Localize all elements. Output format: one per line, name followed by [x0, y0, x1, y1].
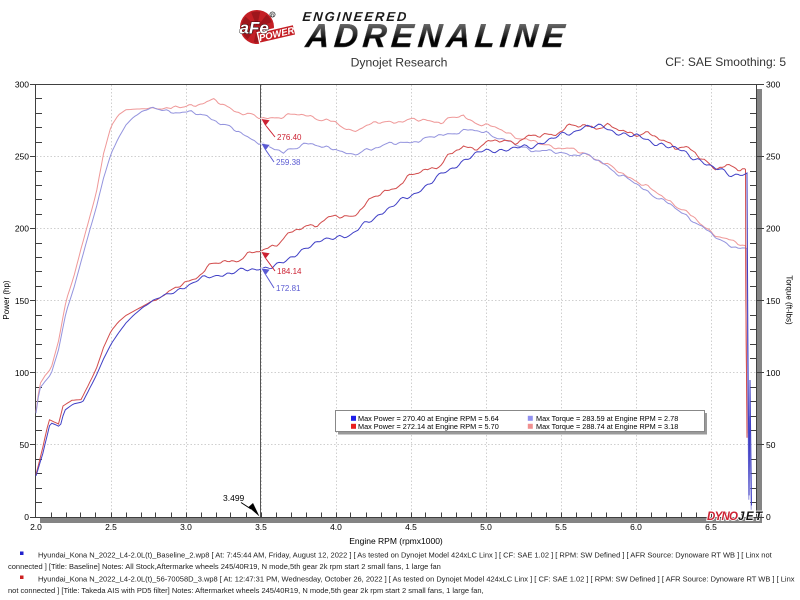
svg-text:2.5: 2.5 [105, 522, 117, 532]
svg-text:250: 250 [15, 152, 29, 162]
svg-text:5.5: 5.5 [555, 522, 567, 532]
svg-text:50: 50 [766, 440, 776, 450]
svg-text:Engine RPM (rpmx1000): Engine RPM (rpmx1000) [349, 536, 443, 546]
svg-text:200: 200 [15, 224, 29, 234]
svg-text:50: 50 [20, 440, 30, 450]
svg-text:Dynojet Research: Dynojet Research [351, 56, 448, 70]
svg-text:R: R [271, 12, 275, 17]
svg-text:DYNO: DYNO [707, 511, 738, 523]
svg-text:Hyundai_Kona N_2022_L4-2.0L(t): Hyundai_Kona N_2022_L4-2.0L(t)_Baseline_… [38, 551, 773, 560]
svg-text:DYNO: DYNO [707, 511, 738, 523]
svg-text:Torque (ft-lbs): Torque (ft-lbs) [785, 275, 794, 325]
svg-text:ENGINEERED: ENGINEERED [302, 9, 409, 24]
svg-text:250: 250 [766, 152, 780, 162]
svg-text:Max Torque = 283.59 at Engine: Max Torque = 283.59 at Engine RPM = 2.78 [536, 414, 678, 423]
svg-text:Max Power = 270.40 at Engine R: Max Power = 270.40 at Engine RPM = 5.64 [358, 414, 499, 423]
svg-text:Max Torque = 288.74 at Engine: Max Torque = 288.74 at Engine RPM = 3.18 [536, 422, 678, 431]
svg-text:CF: SAE Smoothing: 5: CF: SAE Smoothing: 5 [665, 55, 786, 69]
svg-text:0: 0 [24, 512, 29, 522]
svg-text:JET: JET [738, 511, 763, 523]
svg-text:ADRENALINE: ADRENALINE [303, 18, 570, 55]
svg-text:Hyundai_Kona N_2022_L4-2.0L(t): Hyundai_Kona N_2022_L4-2.0L(t)_56-70058D… [38, 575, 795, 584]
svg-text:184.14: 184.14 [277, 267, 302, 276]
svg-text:3.499: 3.499 [223, 493, 245, 503]
svg-text:4.0: 4.0 [330, 522, 342, 532]
svg-text:172.81: 172.81 [276, 284, 301, 293]
svg-text:Max Power = 272.14 at Engine R: Max Power = 272.14 at Engine RPM = 5.70 [358, 422, 499, 431]
svg-text:not connected ] [Title: Takeda: not connected ] [Title: Takeda AIS with … [8, 586, 484, 595]
svg-text:4.5: 4.5 [405, 522, 417, 532]
svg-text:3.0: 3.0 [180, 522, 192, 532]
svg-text:2.0: 2.0 [30, 522, 42, 532]
svg-text:5.0: 5.0 [480, 522, 492, 532]
svg-text:259.38: 259.38 [276, 158, 301, 167]
svg-text:6.5: 6.5 [705, 522, 717, 532]
svg-text:150: 150 [766, 296, 780, 306]
svg-text:0: 0 [766, 512, 771, 522]
svg-text:100: 100 [15, 368, 29, 378]
svg-text:JET: JET [738, 511, 763, 523]
svg-text:300: 300 [766, 80, 780, 90]
svg-text:6.0: 6.0 [630, 522, 642, 532]
svg-text:Power (hp): Power (hp) [2, 280, 11, 319]
svg-text:connected ] [Title: Baseline]: connected ] [Title: Baseline] Notes: All… [8, 562, 441, 571]
svg-text:3.5: 3.5 [255, 522, 267, 532]
svg-text:200: 200 [766, 224, 780, 234]
svg-text:276.40: 276.40 [277, 133, 302, 142]
svg-text:aFe: aFe [240, 19, 269, 38]
svg-text:150: 150 [15, 296, 29, 306]
svg-text:300: 300 [15, 80, 29, 90]
svg-text:100: 100 [766, 368, 780, 378]
